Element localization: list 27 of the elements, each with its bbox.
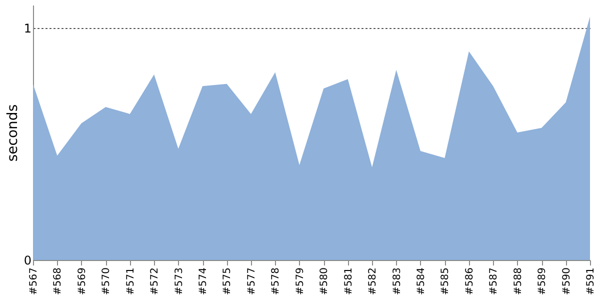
x-tick-label: #588	[512, 268, 524, 295]
x-tick-label: #574	[198, 268, 210, 295]
x-tick-label: #571	[125, 268, 136, 295]
x-tick-label: #568	[52, 268, 64, 295]
x-tick-label: #582	[368, 268, 379, 295]
x-tick-label: #573	[174, 268, 185, 295]
x-tick-label: #569	[76, 268, 88, 295]
x-tick-label: #584	[416, 268, 427, 295]
x-tick-label: #570	[101, 268, 112, 295]
y-tick-label: 1	[24, 22, 32, 36]
x-tick-label: #580	[319, 268, 330, 295]
x-tick-label: #586	[464, 268, 476, 295]
x-tick-label: #579	[294, 268, 306, 295]
x-tick-label: #591	[586, 268, 596, 295]
x-tick-label: #585	[440, 268, 452, 295]
x-tick-label: #590	[561, 268, 572, 295]
x-tick-label: #583	[392, 268, 403, 295]
x-tick-label: #572	[150, 268, 161, 295]
x-tick-label: #575	[222, 268, 234, 295]
x-tick-label: #587	[488, 268, 500, 295]
y-axis-title: seconds	[4, 104, 21, 162]
x-tick-label: #581	[343, 268, 354, 295]
x-tick-label: #589	[537, 268, 548, 295]
y-tick-label: 0	[24, 254, 32, 268]
x-tick-label: #577	[246, 268, 258, 295]
x-tick-label: #578	[270, 268, 282, 295]
x-tick-label: #567	[28, 268, 40, 295]
